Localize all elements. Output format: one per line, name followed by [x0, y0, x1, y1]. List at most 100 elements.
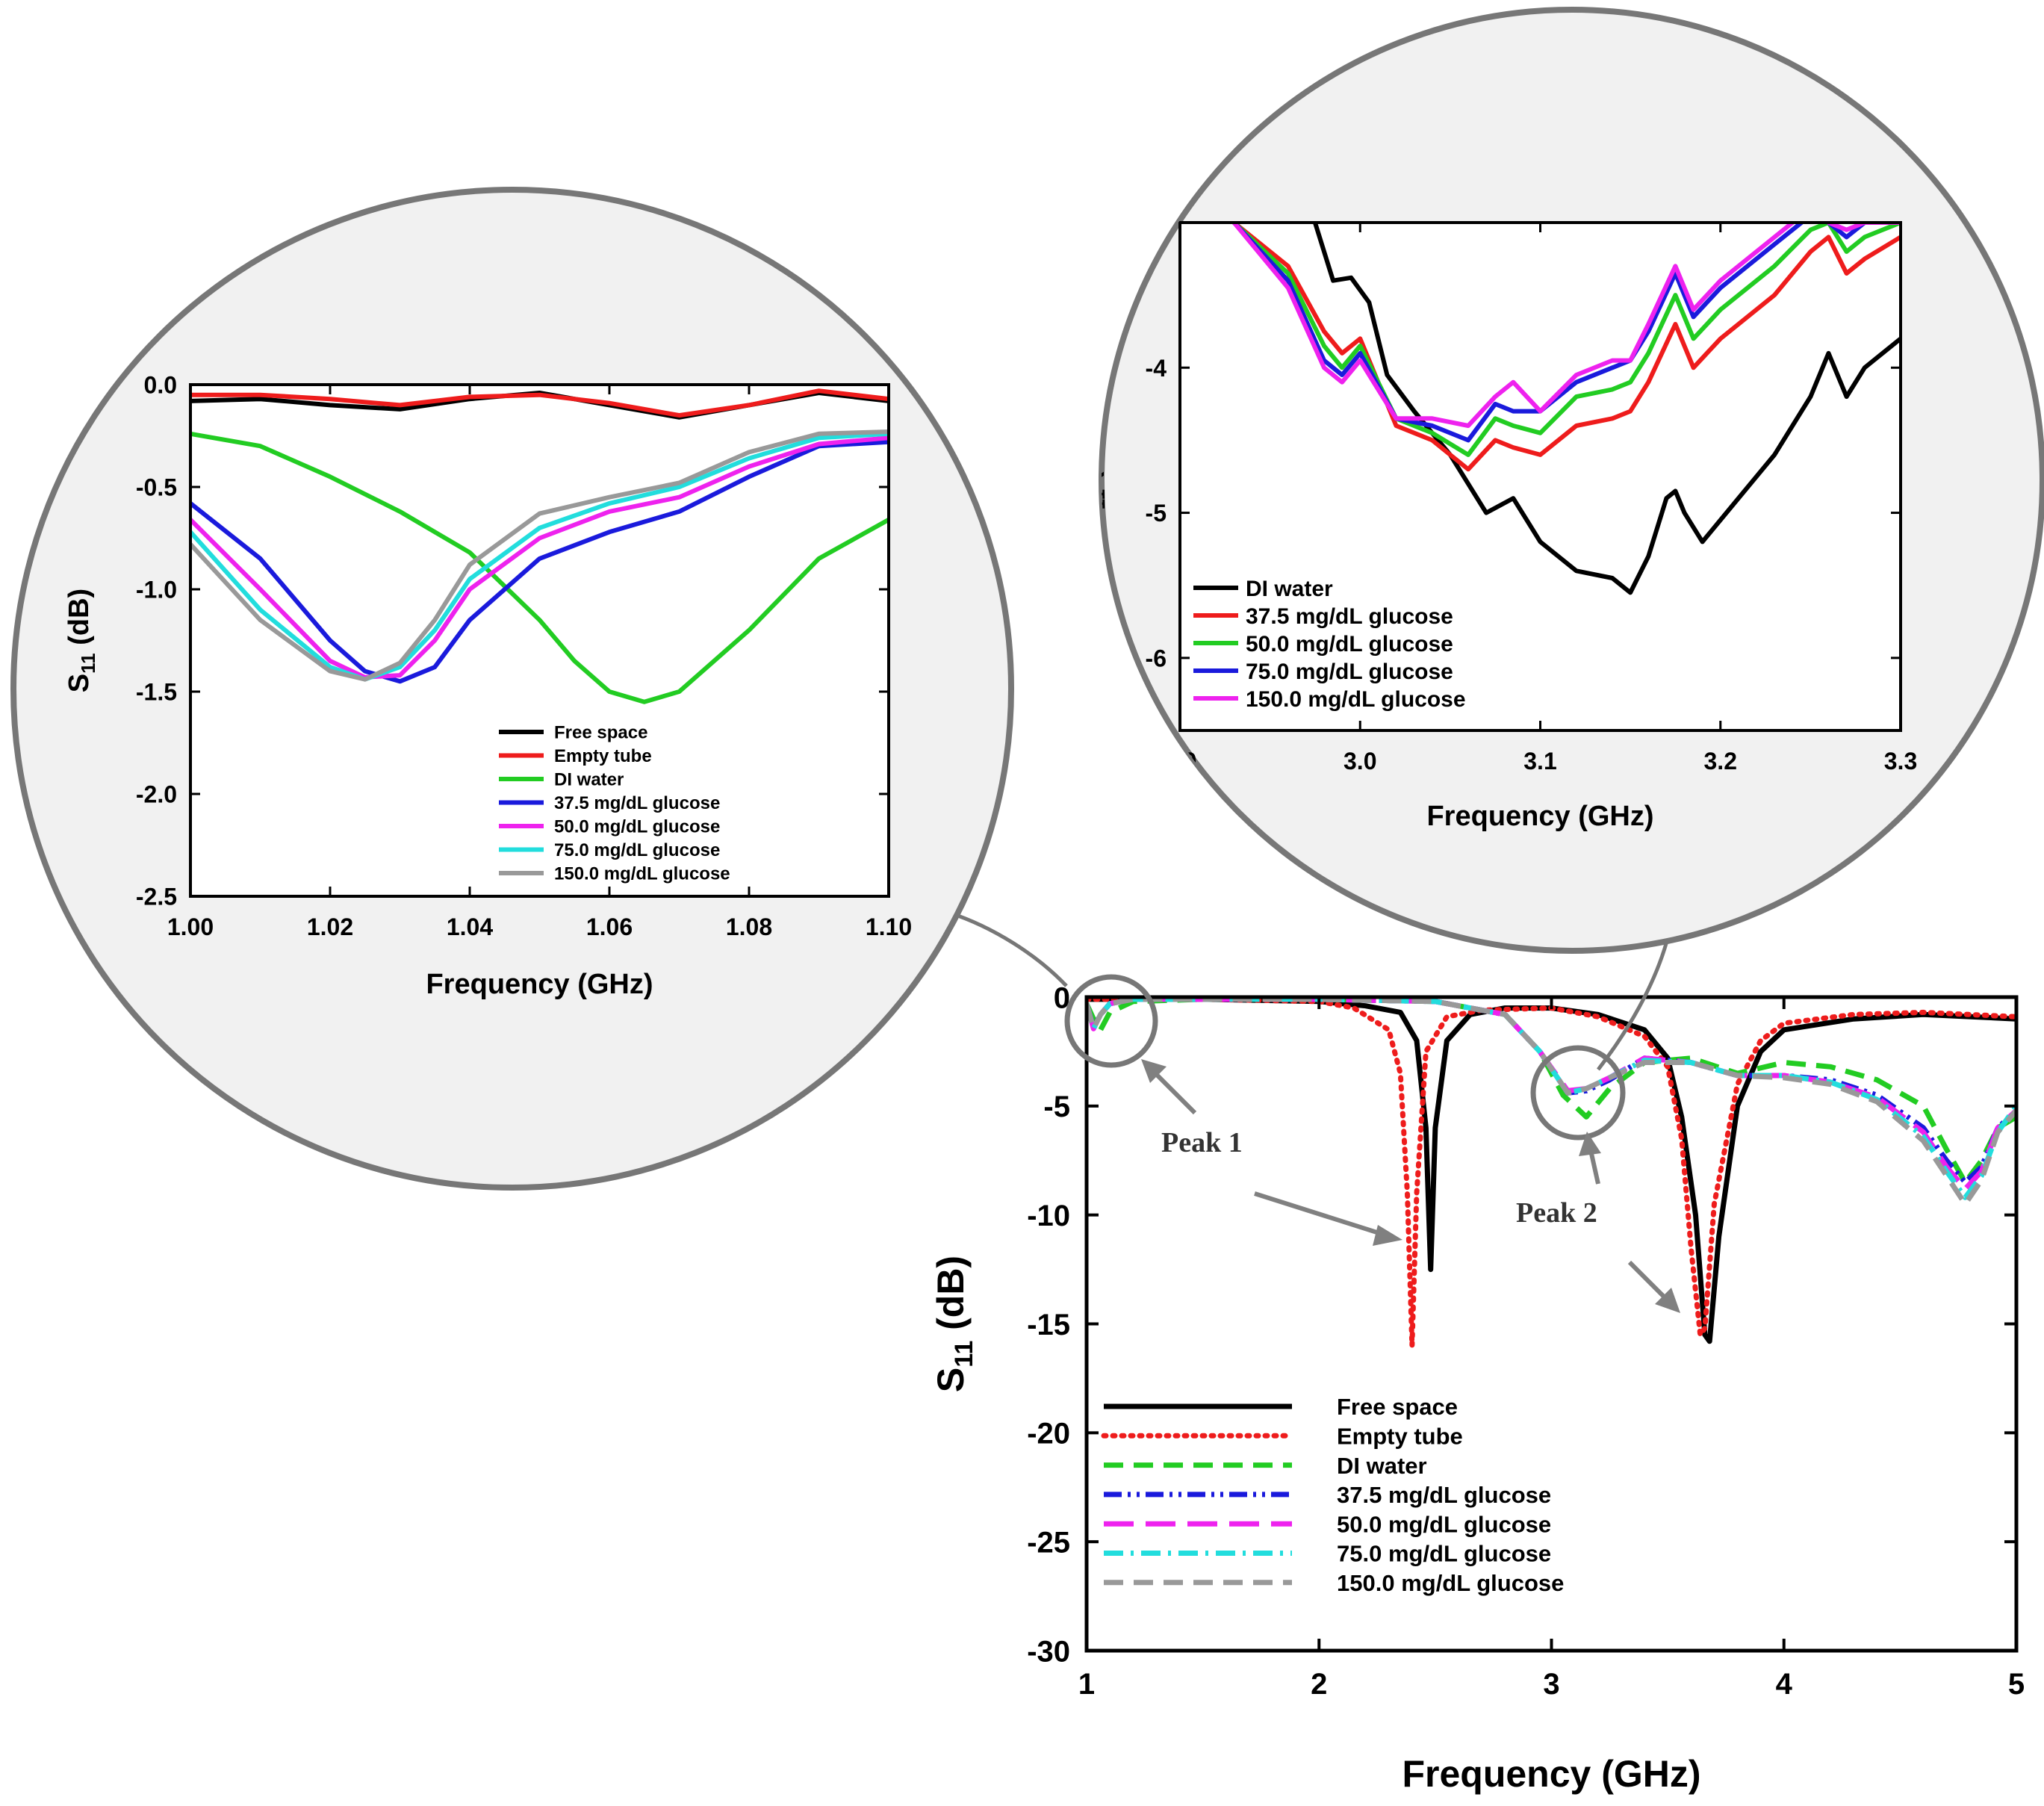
connector-peak2-to-inset2 — [1597, 940, 1669, 1071]
inset1-ytick-label: -2.5 — [136, 884, 177, 910]
inset1-series-group — [190, 388, 889, 704]
main-ylabel-unit: (dB) — [930, 1256, 972, 1341]
main-series-line-1 — [1087, 996, 2016, 1349]
inset1-legend: Free space Empty tube DI water 37.5 mg/dL g… — [499, 723, 730, 884]
inset1-series-line-2 — [190, 431, 889, 704]
main-series-group — [1087, 996, 2016, 1349]
inset2-legend: DI water 37.5 mg/dL glucose 50.0 mg/dL glu… — [1193, 577, 1466, 712]
main-series-line-6 — [1087, 996, 2016, 1207]
inset2-series-line-1 — [1232, 221, 1901, 472]
inset1-magnifier: 1.00 1.02 1.04 1.06 1.08 1.10 0.0 -0.5 -1.0 -1.5 -… — [10, 187, 1014, 1191]
main-series-line-5 — [1087, 996, 2016, 1200]
main-xlabel: Frequency (GHz) — [1402, 1753, 1700, 1795]
inset1-legend-label-2: DI water — [554, 770, 624, 790]
peak2-label: Peak 2 — [1516, 1197, 1597, 1229]
main-series-line-0 — [1087, 996, 2016, 1344]
inset1-series-line-3 — [190, 439, 889, 684]
inset2-series-group — [1232, 221, 1901, 595]
inset1-legend-label-4: 50.0 mg/dL glucose — [554, 817, 720, 837]
main-legend-label-5: 75.0 mg/dL glucose — [1337, 1541, 1551, 1567]
inset1-ytick-label: -0.5 — [136, 474, 177, 501]
inset2-legend-label-0: DI water — [1246, 577, 1333, 601]
annotations: Peak 1 Peak 2 — [1141, 1059, 1680, 1313]
inset2-xtick-label: 3.0 — [1343, 748, 1376, 775]
inset1-legend-label-6: 150.0 mg/dL glucose — [554, 864, 730, 884]
inset2-ytick-label: -6 — [1146, 645, 1167, 671]
main-legend-label-1: Empty tube — [1337, 1423, 1463, 1449]
inset2-xtick-label: 3.1 — [1523, 748, 1556, 775]
inset2-ytick-label: -4 — [1146, 355, 1167, 382]
main-legend-label-3: 37.5 mg/dL glucose — [1337, 1482, 1551, 1508]
main-xtick-label: 1 — [1078, 1668, 1095, 1701]
peak2-zoom-circle — [1530, 1045, 1626, 1141]
inset1-plot-area — [190, 385, 889, 896]
inset1-legend-label-0: Free space — [554, 723, 647, 743]
main-legend: Free space Empty tube DI water 37.5 mg/dL g… — [1101, 1394, 1564, 1596]
inset2-series-line-0 — [1313, 222, 1901, 595]
main-series-line-4 — [1087, 996, 2016, 1192]
main-chart: 1 2 3 4 5 0 -5 -10 -15 -20 -25 -30 Frequency (GHz) S1… — [930, 981, 2025, 1795]
arrow-peak1-resonance — [1254, 1191, 1402, 1246]
main-legend-label-6: 150.0 mg/dL glucose — [1337, 1570, 1564, 1596]
connector-peak1-to-inset1 — [944, 909, 1068, 987]
inset1-xtick-label: 1.02 — [307, 913, 353, 940]
peak1-zoom-circle — [1064, 974, 1158, 1068]
inset1-series-line-6 — [190, 429, 889, 682]
main-ylabel: S11 (dB) — [930, 1256, 978, 1392]
peak1-label: Peak 1 — [1161, 1127, 1243, 1158]
main-legend-label-0: Free space — [1337, 1394, 1458, 1420]
main-ylabel-sub: 11 — [950, 1341, 978, 1368]
inset2-ytick-label: -3 — [1146, 210, 1167, 237]
inset2-series-line-3 — [1232, 221, 1901, 443]
main-ytick-label: -20 — [1027, 1418, 1070, 1450]
inset1-xtick-label: 1.06 — [586, 913, 633, 940]
inset1-xtick-label: 1.10 — [866, 913, 912, 940]
inset1-legend-label-1: Empty tube — [554, 746, 652, 766]
main-ytick-label: -30 — [1027, 1635, 1070, 1668]
arrow-peak1-zoom — [1141, 1059, 1197, 1115]
main-legend-label-2: DI water — [1337, 1453, 1427, 1479]
inset1-series-line-4 — [190, 435, 889, 680]
main-ytick-label: -10 — [1027, 1200, 1070, 1232]
inset1-ytick-label: -2.0 — [136, 781, 177, 808]
inset2-legend-label-4: 150.0 mg/dL glucose — [1246, 687, 1466, 712]
arrow-peak2-zoom — [1579, 1132, 1601, 1185]
inset2-series-line-2 — [1232, 221, 1901, 457]
inset1-ytick-label: -1.5 — [136, 679, 177, 706]
arrow-peak2-resonance — [1627, 1260, 1680, 1313]
inset2-xtick-label: 3.3 — [1884, 748, 1917, 775]
main-xtick-label: 4 — [1776, 1668, 1793, 1701]
inset2-xlabel: Frequency (GHz) — [1426, 801, 1653, 832]
inset1-ylabel: S11 (dB) — [63, 589, 99, 692]
inset2-legend-label-2: 50.0 mg/dL glucose — [1246, 632, 1453, 657]
inset1-xtick-label: 1.00 — [167, 913, 214, 940]
inset2-ytick-label: -5 — [1146, 500, 1167, 527]
inset1-xlabel: Frequency (GHz) — [426, 969, 653, 1000]
inset2-series-line-4 — [1232, 221, 1901, 428]
inset1-ytick-label: 0.0 — [144, 372, 177, 399]
inset1-series-line-1 — [190, 388, 889, 418]
inset1-legend-label-5: 75.0 mg/dL glucose — [554, 840, 720, 860]
inset1-ytick-label: -1.0 — [136, 577, 177, 603]
inset1-axes-frame — [189, 383, 890, 898]
inset1-xtick-label: 1.08 — [726, 913, 772, 940]
main-legend-label-4: 50.0 mg/dL glucose — [1337, 1511, 1551, 1537]
inset2-legend-label-3: 75.0 mg/dL glucose — [1246, 660, 1453, 684]
main-xtick-label: 2 — [1311, 1668, 1327, 1701]
main-ytick-label: -5 — [1043, 1090, 1070, 1123]
inset2-legend-label-1: 37.5 mg/dL glucose — [1246, 604, 1453, 629]
inset1-ylabel-unit: (dB) — [63, 589, 95, 654]
main-ytick-label: 0 — [1054, 981, 1070, 1014]
inset2-xtick-label: 3.2 — [1704, 748, 1737, 775]
inset1-ylabel-sub: 11 — [77, 653, 99, 674]
main-xtick-label: 3 — [1543, 1668, 1559, 1701]
inset2-ylabel-unit: (dB) — [1073, 424, 1105, 489]
main-xtick-label: 5 — [2008, 1668, 2025, 1701]
inset2-ylabel: S11 (dB) — [1073, 424, 1109, 528]
main-ytick-label: -15 — [1027, 1309, 1070, 1341]
main-ytick-label: -25 — [1027, 1527, 1070, 1560]
inset1-chart: 1.00 1.02 1.04 1.06 1.08 1.10 0.0 -0.5 -1.0 -1.5 -… — [63, 372, 912, 1000]
